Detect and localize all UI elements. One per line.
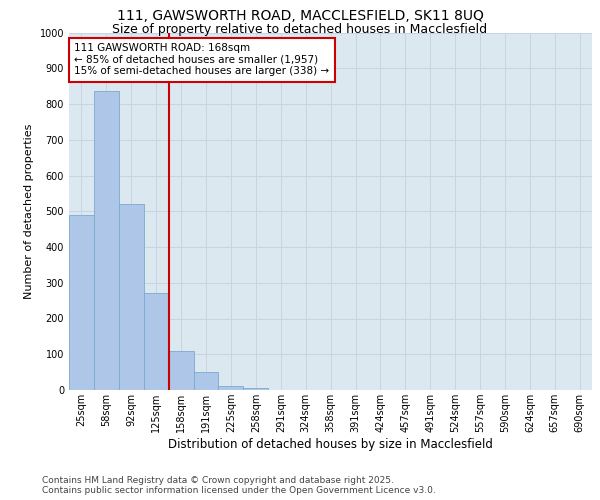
Text: Size of property relative to detached houses in Macclesfield: Size of property relative to detached ho… — [112, 22, 488, 36]
Bar — [218, 386, 244, 390]
Bar — [94, 92, 119, 390]
Bar — [194, 372, 218, 390]
Text: 111, GAWSWORTH ROAD, MACCLESFIELD, SK11 8UQ: 111, GAWSWORTH ROAD, MACCLESFIELD, SK11 … — [116, 9, 484, 23]
Y-axis label: Number of detached properties: Number of detached properties — [24, 124, 34, 299]
Bar — [144, 294, 169, 390]
Bar — [69, 215, 94, 390]
Bar — [119, 204, 144, 390]
Text: Contains HM Land Registry data © Crown copyright and database right 2025.
Contai: Contains HM Land Registry data © Crown c… — [42, 476, 436, 495]
Text: 111 GAWSWORTH ROAD: 168sqm
← 85% of detached houses are smaller (1,957)
15% of s: 111 GAWSWORTH ROAD: 168sqm ← 85% of deta… — [74, 43, 329, 76]
Bar — [169, 350, 194, 390]
Bar — [244, 388, 268, 390]
X-axis label: Distribution of detached houses by size in Macclesfield: Distribution of detached houses by size … — [168, 438, 493, 451]
